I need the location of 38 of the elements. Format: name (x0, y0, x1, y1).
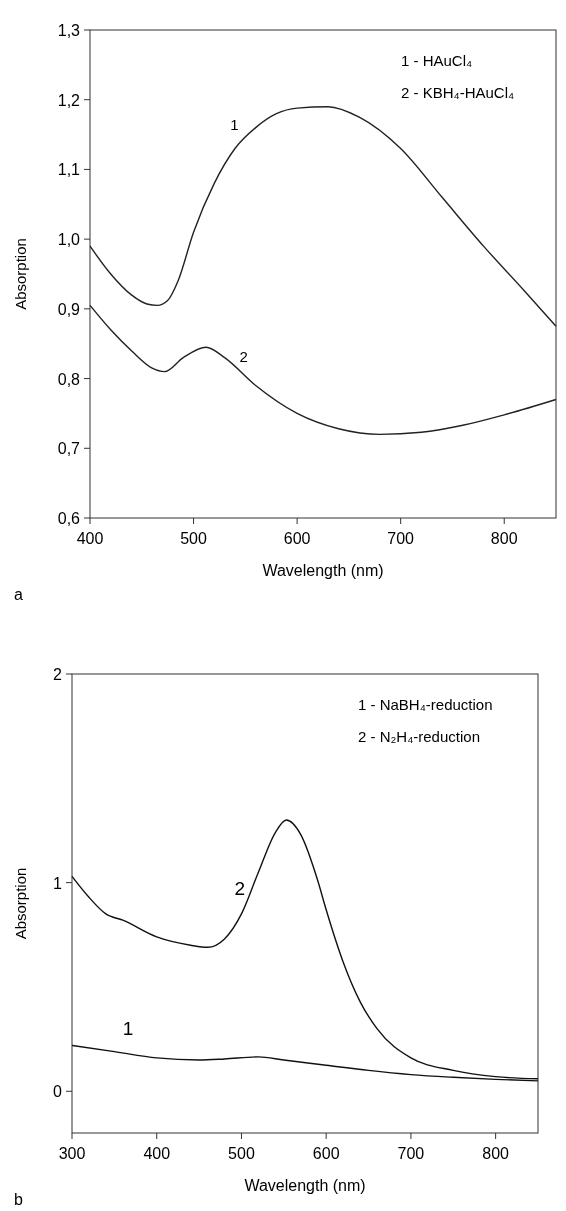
x-tick-label: 700 (397, 1145, 425, 1162)
x-tick-label: 300 (58, 1145, 86, 1162)
y-axis-title: Absorption (12, 867, 29, 940)
x-tick-label: 800 (482, 1145, 510, 1162)
annotation: 2 - N₂H₄-reduction (358, 728, 480, 745)
x-tick-label: 400 (76, 530, 104, 547)
annotation: 1 - HAuCl₄ (401, 52, 473, 69)
series-label: 1 (230, 116, 239, 134)
y-axis-title: Absorption (12, 238, 29, 310)
x-axis-title: Wavelength (nm) (262, 562, 384, 579)
y-tick-label: 1,0 (57, 231, 81, 249)
x-tick-label: 800 (490, 530, 518, 547)
series-label: 2 (239, 347, 248, 365)
annotation: 1 - NaBH₄-reduction (358, 696, 493, 713)
x-tick-label: 500 (228, 1145, 255, 1162)
y-tick-label: 1 (53, 874, 63, 892)
y-tick-label: 1,2 (57, 91, 81, 109)
x-axis-title: Wavelength (nm) (244, 1177, 366, 1194)
x-tick-label: 600 (312, 1145, 340, 1162)
line-series (89, 105, 557, 327)
line-series (89, 304, 557, 436)
y-tick-label: 0 (53, 1083, 63, 1101)
y-tick-label: 1,1 (57, 161, 81, 179)
x-tick-label: 700 (387, 530, 415, 547)
y-tick-label: 0,8 (57, 370, 81, 388)
text: b (14, 1191, 23, 1208)
series-label: 2 (234, 877, 246, 899)
x-tick-label: 600 (283, 530, 311, 547)
y-tick-label: 0,9 (57, 300, 81, 318)
y-tick-label: 0,6 (57, 510, 81, 527)
text: a (14, 586, 23, 603)
y-tick-label: 0,7 (57, 440, 81, 458)
y-tick-label: 2 (53, 666, 63, 683)
x-tick-label: 400 (143, 1145, 171, 1162)
x-tick-label: 500 (180, 530, 207, 547)
annotation: 2 - KBH₄-HAuCl₄ (401, 84, 515, 101)
series-label: 1 (122, 1017, 134, 1039)
y-tick-label: 1,3 (57, 22, 81, 39)
